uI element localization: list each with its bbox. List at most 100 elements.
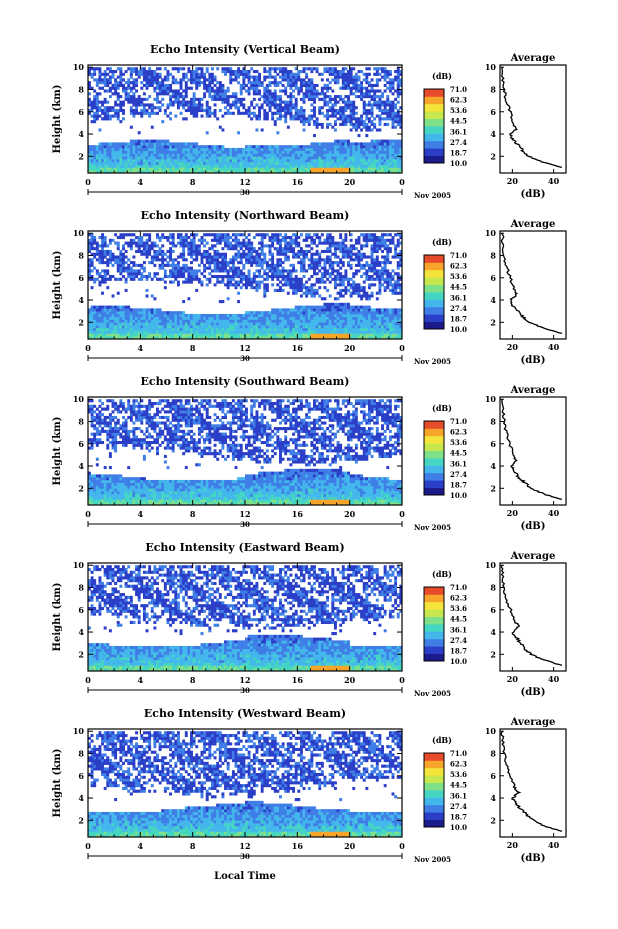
heatmap-cell (114, 92, 118, 96)
heatmap-cell (213, 83, 217, 88)
heatmap-cell (226, 322, 230, 326)
heatmap-cell (156, 255, 159, 259)
heatmap-cell (187, 247, 191, 251)
heatmap-cell (226, 89, 230, 93)
heatmap-cell (174, 142, 178, 146)
heatmap-cell (255, 336, 259, 340)
heatmap-cell (326, 308, 330, 312)
heatmap-cell (150, 333, 154, 337)
heatmap-cell (326, 159, 330, 163)
heatmap-cell (166, 145, 170, 149)
heatmap-cell (310, 238, 314, 242)
heatmap-cell (231, 156, 235, 160)
heatmap-cell (326, 156, 330, 160)
heatmap-cell (190, 156, 193, 160)
heatmap-cell (158, 311, 162, 315)
heatmap-cell (273, 308, 277, 312)
heatmap-cell (258, 311, 261, 315)
heatmap-cell (88, 249, 91, 254)
heatmap-cell (111, 150, 115, 154)
heatmap-cell (234, 97, 238, 101)
heatmap-cell (315, 266, 319, 270)
heatmap-cell (101, 103, 104, 107)
heatmap-cell (320, 122, 324, 126)
heatmap-cell (179, 244, 183, 248)
heatmap-cell (132, 261, 136, 265)
heatmap-cell (208, 170, 212, 174)
heatmap-cell (344, 153, 348, 157)
heatmap-cell (255, 70, 259, 74)
heatmap-cell (116, 236, 120, 240)
heatmap-cell (349, 117, 353, 121)
heatmap-cell (268, 244, 272, 248)
heatmap-cell (95, 269, 99, 273)
heatmap-cell (132, 159, 136, 163)
heatmap-cell (344, 114, 348, 118)
heatmap-cell (145, 150, 149, 154)
heatmap-cell (216, 327, 220, 331)
heatmap-cell (171, 316, 175, 320)
heatmap-cell (386, 100, 390, 104)
heatmap-cell (391, 103, 395, 107)
heatmap-cell (132, 313, 136, 318)
heatmap-cell (184, 159, 188, 163)
heatmap-cell (119, 305, 123, 309)
heatmap-cell (208, 277, 212, 281)
heatmap-cell (116, 75, 120, 79)
heatmap-cell (221, 266, 225, 270)
heatmap-cell (95, 313, 99, 318)
heatmap-cell (229, 70, 233, 74)
heatmap-cell (237, 150, 241, 154)
heatmap-cell (108, 81, 112, 85)
heatmap-cell (357, 156, 361, 160)
heatmap-cell (153, 319, 157, 323)
heatmap-cell (195, 313, 199, 318)
heatmap-cell (182, 153, 186, 157)
heatmap-cell (307, 325, 311, 329)
heatmap-cell (88, 319, 91, 323)
heatmap-cell (349, 78, 353, 82)
heatmap-cell (231, 244, 235, 248)
heatmap-cell (103, 97, 107, 101)
heatmap-cell (197, 322, 201, 326)
heatmap-cell (221, 70, 225, 74)
heatmap-cell (286, 147, 290, 152)
heatmap-cell (289, 150, 293, 154)
heatmap-cell (396, 159, 400, 163)
heatmap-cell (111, 305, 115, 309)
heatmap-cell (200, 236, 204, 240)
heatmap-cell (114, 108, 118, 113)
heatmap-cell (174, 150, 178, 154)
heatmap-cell (299, 333, 303, 337)
heatmap-cell (297, 153, 301, 157)
heatmap-cell (116, 81, 120, 85)
heatmap-cell (156, 327, 159, 331)
heatmap-cell (294, 255, 298, 259)
heatmap-cell (320, 249, 324, 254)
heatmap-cell (323, 92, 327, 96)
heatmap-cell (344, 170, 348, 174)
heatmap-cell (90, 308, 94, 312)
heatmap-cell (247, 330, 251, 334)
heatmap-cell (276, 249, 280, 254)
heatmap-cell (305, 145, 309, 149)
heatmap-cell (352, 86, 356, 90)
heatmap-cell (161, 336, 165, 340)
heatmap-cell (247, 319, 251, 323)
heatmap-cell (161, 277, 165, 281)
heatmap-cell (106, 327, 110, 331)
heatmap-cell (210, 336, 214, 340)
heatmap-cell (313, 269, 316, 273)
heatmap-cell (258, 170, 261, 174)
heatmap-cell (90, 170, 94, 174)
heatmap-cell (231, 72, 235, 76)
heatmap-cell (234, 236, 238, 240)
heatmap-cell (192, 316, 196, 320)
heatmap-cell (373, 161, 377, 165)
heatmap-cell (299, 150, 303, 154)
heatmap-cell (339, 70, 343, 74)
heatmap-cell (122, 72, 125, 76)
heatmap-cell (268, 238, 272, 242)
heatmap-cell (333, 95, 337, 99)
heatmap-cell (313, 106, 316, 110)
